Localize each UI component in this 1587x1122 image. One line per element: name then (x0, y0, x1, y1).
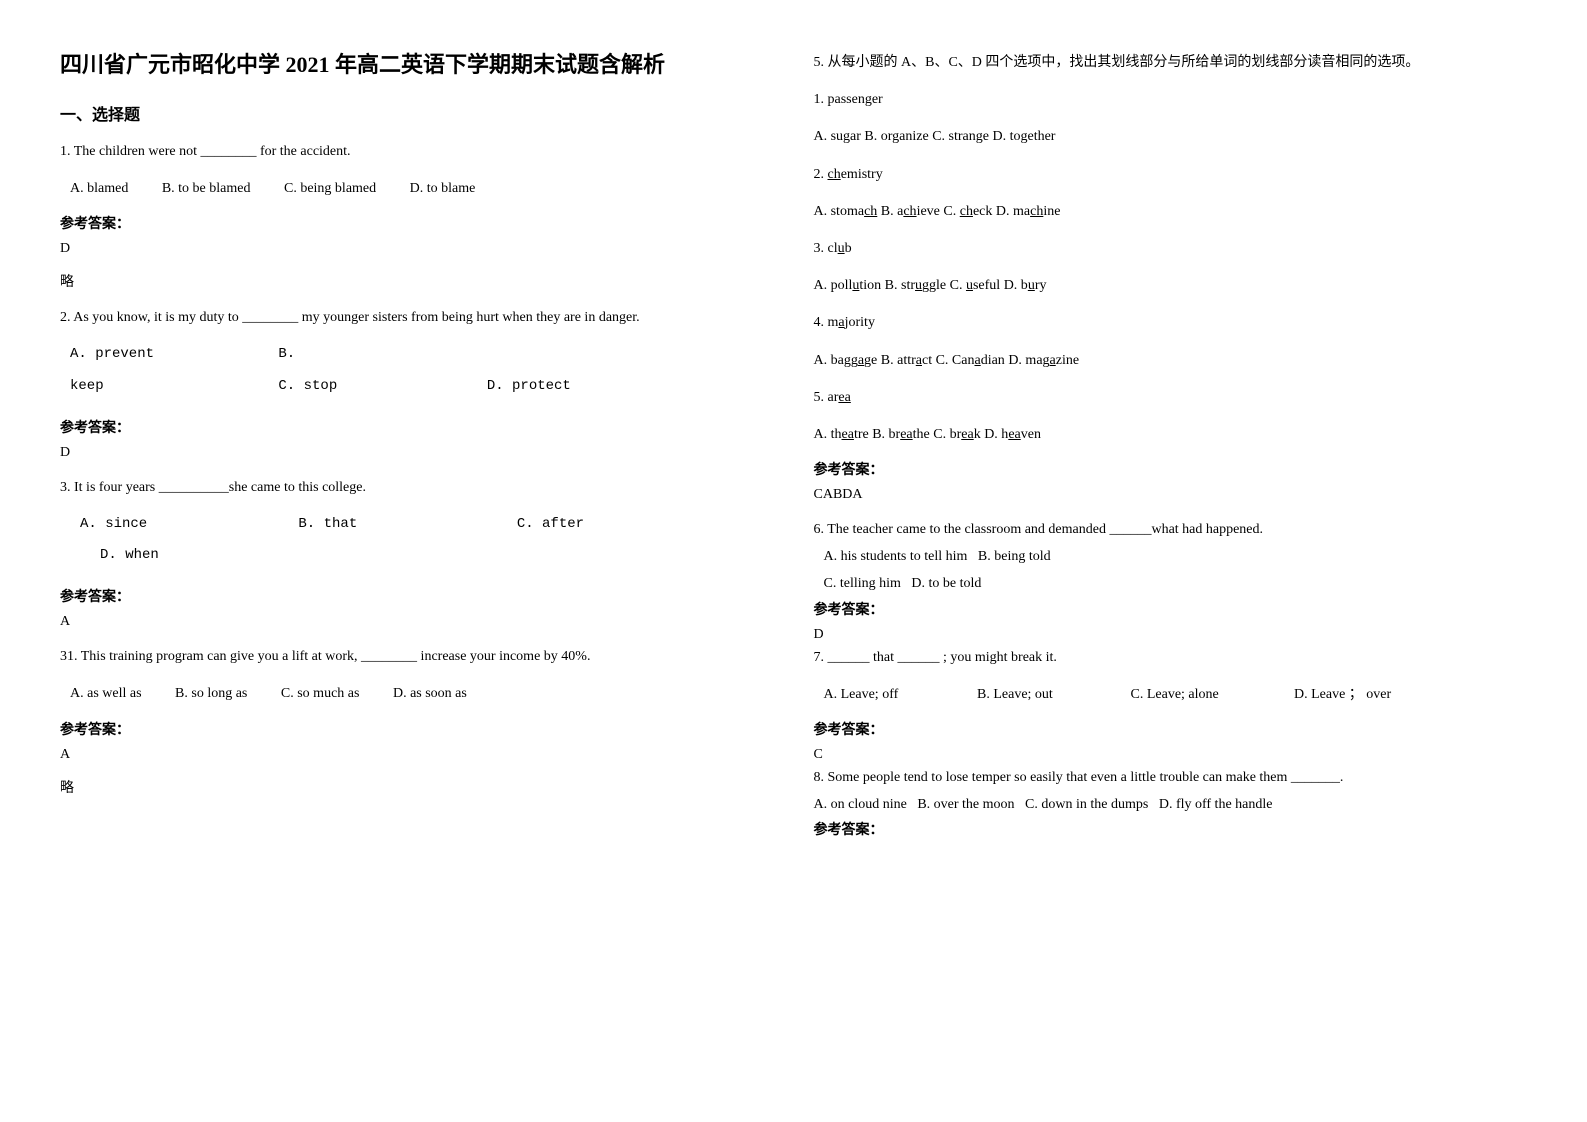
q6-opt-c: C. telling him (824, 576, 901, 591)
q31-opt-b: B. so long as (175, 681, 247, 706)
q8-options: A. on cloud nine B. over the moon C. dow… (814, 792, 1528, 817)
section-header: 一、选择题 (60, 101, 774, 125)
q7-opt-b: B. Leave; out (977, 682, 1127, 707)
q3-opt-d: D. when (100, 547, 159, 563)
q8-opt-d: D. fly off the handle (1159, 797, 1273, 812)
q2-opt-b2: keep (70, 374, 270, 399)
q7-opt-a: A. Leave; off (824, 682, 974, 707)
q2-opt-a: A. prevent (70, 342, 270, 367)
q8-opt-a: A. on cloud nine (814, 797, 907, 812)
q1-options: A. blamed B. to be blamed C. being blame… (60, 176, 774, 201)
q31-text: 31. This training program can give you a… (60, 644, 774, 669)
q3-opt-a: A. since (80, 512, 290, 537)
q8-opt-c: C. down in the dumps (1025, 797, 1148, 812)
q6-opt-d: D. to be told (911, 576, 981, 591)
q2-answer-label: 参考答案： (60, 417, 774, 437)
q6-opt-a: A. his students to tell him (824, 549, 968, 564)
q5-item2: 2. chemistry (814, 162, 1528, 187)
q3-options: A. since B. that C. after D. when (60, 512, 774, 574)
q7-opt-d: D. Leave ； over (1294, 687, 1391, 702)
q31-answer: A (60, 747, 774, 763)
q1-opt-c: C. being blamed (284, 176, 376, 201)
q5-answer: CABDA (814, 487, 1528, 503)
q5-item5-opts: A. theatre B. breathe C. break D. heaven (814, 422, 1528, 447)
q2-text: 2. As you know, it is my duty to _______… (60, 305, 774, 330)
q1-opt-a: A. blamed (70, 176, 128, 201)
q31-options: A. as well as B. so long as C. so much a… (60, 681, 774, 706)
q31-opt-a: A. as well as (70, 681, 142, 706)
q7-answer-label: 参考答案： (814, 719, 1528, 739)
q8-answer-label: 参考答案： (814, 819, 1528, 839)
q7-opt-c: C. Leave; alone (1131, 682, 1291, 707)
q6-opt-b: B. being told (978, 549, 1051, 564)
q7-answer: C (814, 747, 1528, 763)
q2-options: A. prevent B. keep C. stop D. protect (60, 342, 774, 404)
q8-opt-b: B. over the moon (917, 797, 1014, 812)
q5-item5: 5. area (814, 385, 1528, 410)
q1-text: 1. The children were not ________ for th… (60, 139, 774, 164)
q1-answer-label: 参考答案： (60, 213, 774, 233)
q31-answer-label: 参考答案： (60, 719, 774, 739)
q1-opt-b: B. to be blamed (162, 176, 251, 201)
q2-opt-d: D. protect (487, 378, 571, 394)
q1-opt-d: D. to blame (410, 176, 476, 201)
q5-item2-opts: A. stomach B. achieve C. check D. machin… (814, 199, 1528, 224)
q31-opt-c: C. so much as (281, 681, 360, 706)
q6-answer-label: 参考答案： (814, 599, 1528, 619)
q2-opt-c: C. stop (278, 374, 478, 399)
q6-opts-cd: C. telling him D. to be told (814, 571, 1528, 596)
q8-text: 8. Some people tend to lose temper so ea… (814, 765, 1528, 790)
q7-options: A. Leave; off B. Leave; out C. Leave; al… (814, 682, 1528, 707)
q5-intro: 5. 从每小题的 A、B、C、D 四个选项中，找出其划线部分与所给单词的划线部分… (814, 50, 1528, 75)
q2-answer: D (60, 445, 774, 461)
q3-answer: A (60, 614, 774, 630)
q6-text: 6. The teacher came to the classroom and… (814, 517, 1528, 542)
q5-item4: 4. majority (814, 310, 1528, 335)
q3-text: 3. It is four years __________she came t… (60, 475, 774, 500)
q31-note: 略 (60, 777, 774, 797)
q2-opt-b: B. (278, 346, 295, 362)
right-column: 5. 从每小题的 A、B、C、D 四个选项中，找出其划线部分与所给单词的划线部分… (814, 50, 1528, 1072)
q3-opt-b: B. that (298, 512, 508, 537)
page-title: 四川省广元市昭化中学 2021 年高二英语下学期期末试题含解析 (60, 50, 774, 81)
q1-answer: D (60, 241, 774, 257)
q3-answer-label: 参考答案： (60, 586, 774, 606)
q3-opt-c: C. after (517, 516, 584, 532)
q5-item4-opts: A. baggage B. attract C. Canadian D. mag… (814, 348, 1528, 373)
q5-item1: 1. passenger (814, 87, 1528, 112)
q5-item3: 3. club (814, 236, 1528, 261)
q5-answer-label: 参考答案： (814, 459, 1528, 479)
q5-item1-opts: A. sugar B. organize C. strange D. toget… (814, 124, 1528, 149)
q6-answer: D (814, 627, 1528, 643)
q1-note: 略 (60, 271, 774, 291)
left-column: 四川省广元市昭化中学 2021 年高二英语下学期期末试题含解析 一、选择题 1.… (60, 50, 774, 1072)
q7-text: 7. ______ that ______ ; you might break … (814, 645, 1528, 670)
q5-item3-opts: A. pollution B. struggle C. useful D. bu… (814, 273, 1528, 298)
q31-opt-d: D. as soon as (393, 681, 467, 706)
q6-opts-ab: A. his students to tell him B. being tol… (814, 544, 1528, 569)
